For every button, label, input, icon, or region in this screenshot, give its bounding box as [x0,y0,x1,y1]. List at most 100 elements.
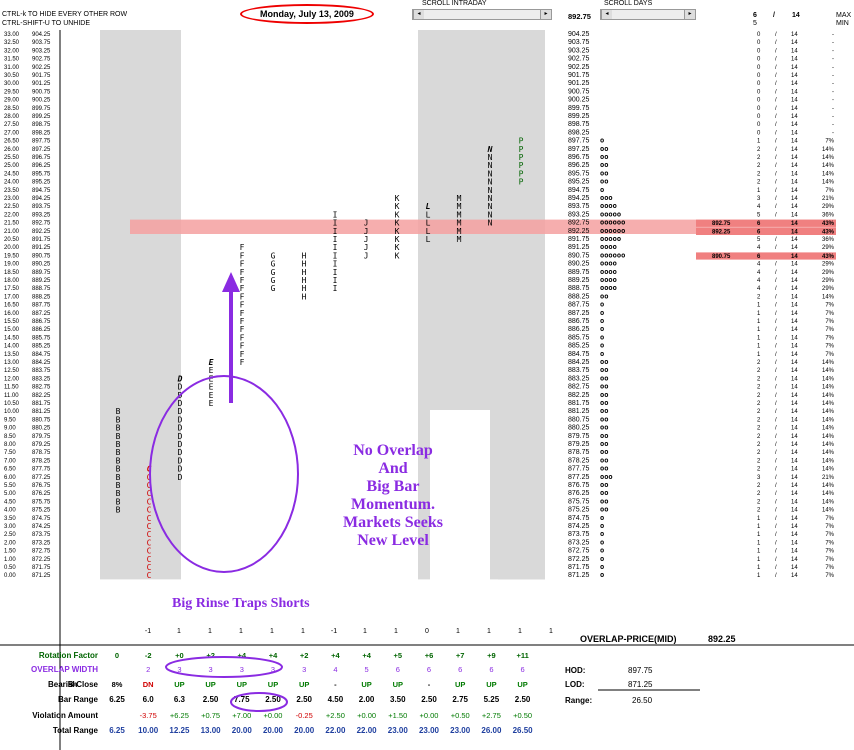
row-pct: 21% [822,475,835,481]
right-price-label: 880.25 [568,425,590,432]
tpo-letter-j: J [364,243,369,252]
row-slash: / [775,434,777,440]
tpo-count-bar: oo [600,153,608,161]
right-price-label: 883.25 [568,375,590,382]
row-period-count: 14 [791,163,798,169]
scroll-days-right-icon[interactable]: ▸ [684,10,695,19]
row-slash: / [775,286,777,292]
annotation-line: New Level [357,532,429,549]
rotation-factor-value: +11 [516,651,528,660]
right-price-label: 874.25 [568,523,590,530]
row-period-count: 14 [791,130,798,136]
header-slash: / [773,12,775,19]
header-max: MAX [836,12,852,19]
row-slash: / [775,327,777,333]
tpo-letter-d: D [178,407,183,416]
tpo-letter-j: J [364,227,369,236]
row-period-count: 14 [791,188,798,194]
violation-amount-value: +7.00 [232,711,251,720]
row-slash: / [775,212,777,218]
bar-range-value: 5.25 [484,695,500,704]
b-close-bias: Bearish [48,680,77,689]
tpo-count-bar: oo [600,415,608,423]
tpo-count-value: 1 [757,573,761,579]
row-pct: 14% [822,385,835,391]
bar-range-value: 2.50 [421,695,437,704]
total-range-value: 23.00 [450,726,471,735]
tpo-letter-m: M [457,227,462,236]
tpo-count-value: 2 [757,393,761,399]
tpo-letter-n: N [488,153,493,162]
tpo-count-value: 1 [757,139,761,145]
row-offset-label: 19.00 [4,262,20,268]
row-offset-label: 29.50 [4,89,20,95]
row-slash: / [775,204,777,210]
row-price-label: 894.75 [32,188,51,194]
tpo-letter-f: F [240,243,245,252]
right-price-label: 871.25 [568,572,590,579]
row-slash: / [775,106,777,112]
tpo-letter-k: K [395,219,400,228]
scroll-left-icon[interactable]: ◂ [413,10,424,19]
bar-range-value: 2.75 [452,695,468,704]
tpo-count-value: 1 [757,344,761,350]
total-range-value: 20.00 [263,726,284,735]
right-price-label: 891.75 [568,236,590,243]
row-period-count: 14 [791,139,798,145]
right-price-label: 903.25 [568,47,590,54]
tpo-count-value: 0 [757,48,761,54]
row-slash: / [775,245,777,251]
row-period-count: 14 [791,385,798,391]
row-price-label: 874.25 [32,524,51,530]
bar-range-value: 6.3 [174,695,186,704]
tpo-count-value: 1 [757,549,761,555]
row-price-label: 895.25 [32,180,51,186]
row-offset-label: 15.50 [4,319,20,325]
tpo-count-value: 3 [757,196,761,202]
row-period-count: 14 [791,508,798,514]
row-offset-label: 17.00 [4,294,20,300]
scroll-days-bar[interactable]: ◂ ▸ [600,9,696,20]
row-pct: 14% [822,434,835,440]
scroll-intraday-bar[interactable]: ◂ ▸ [412,9,552,20]
tpo-letter-c: C [147,522,152,531]
tpo-letter-f: F [240,268,245,277]
tpo-letter-f: F [240,276,245,285]
tpo-letter-k: K [395,210,400,219]
tpo-letter-c: C [147,506,152,515]
header-min: MIN [836,20,849,27]
overlap-width-value: 3 [177,665,181,674]
tpo-count-value: 2 [757,483,761,489]
tpo-letter-p: P [519,153,524,162]
highlight-row-price: 890.75 [712,254,731,260]
overlap-highlight-band [130,219,836,234]
violation-amount-value: +0.00 [420,711,439,720]
tpo-letter-e: E [209,391,214,400]
rotation-factor-value: +2 [206,651,215,660]
tpo-letter-m: M [457,219,462,228]
right-price-label: 884.25 [568,359,590,366]
tpo-count-bar: oo [600,145,608,153]
right-price-label: 878.75 [568,449,590,456]
row-period-count: 14 [791,319,798,325]
highlight-row-price: 892.25 [712,229,731,235]
tpo-letter-d: D [178,473,183,482]
row-price-label: 879.25 [32,442,51,448]
tpo-count-bar: oo [600,407,608,415]
scroll-days-left-icon[interactable]: ◂ [601,10,612,19]
row-period-count: 14 [791,524,798,530]
tpo-letter-d: D [178,440,183,449]
tpo-letter-c: C [147,571,152,580]
row-offset-label: 32.00 [4,48,20,54]
row-period-count: 14 [791,204,798,210]
violation-amount-value: +2.75 [482,711,501,720]
row-slash: / [775,73,777,79]
tpo-letter-j: J [364,251,369,260]
tpo-letter-b: B [116,448,121,457]
scroll-right-icon[interactable]: ▸ [540,10,551,19]
tpo-letter-e: E [209,399,214,408]
right-price-label: 883.75 [568,367,590,374]
row-pct: 14% [822,458,835,464]
row-offset-label: 12.00 [4,376,20,382]
bar-range-value: 2.50 [203,695,219,704]
